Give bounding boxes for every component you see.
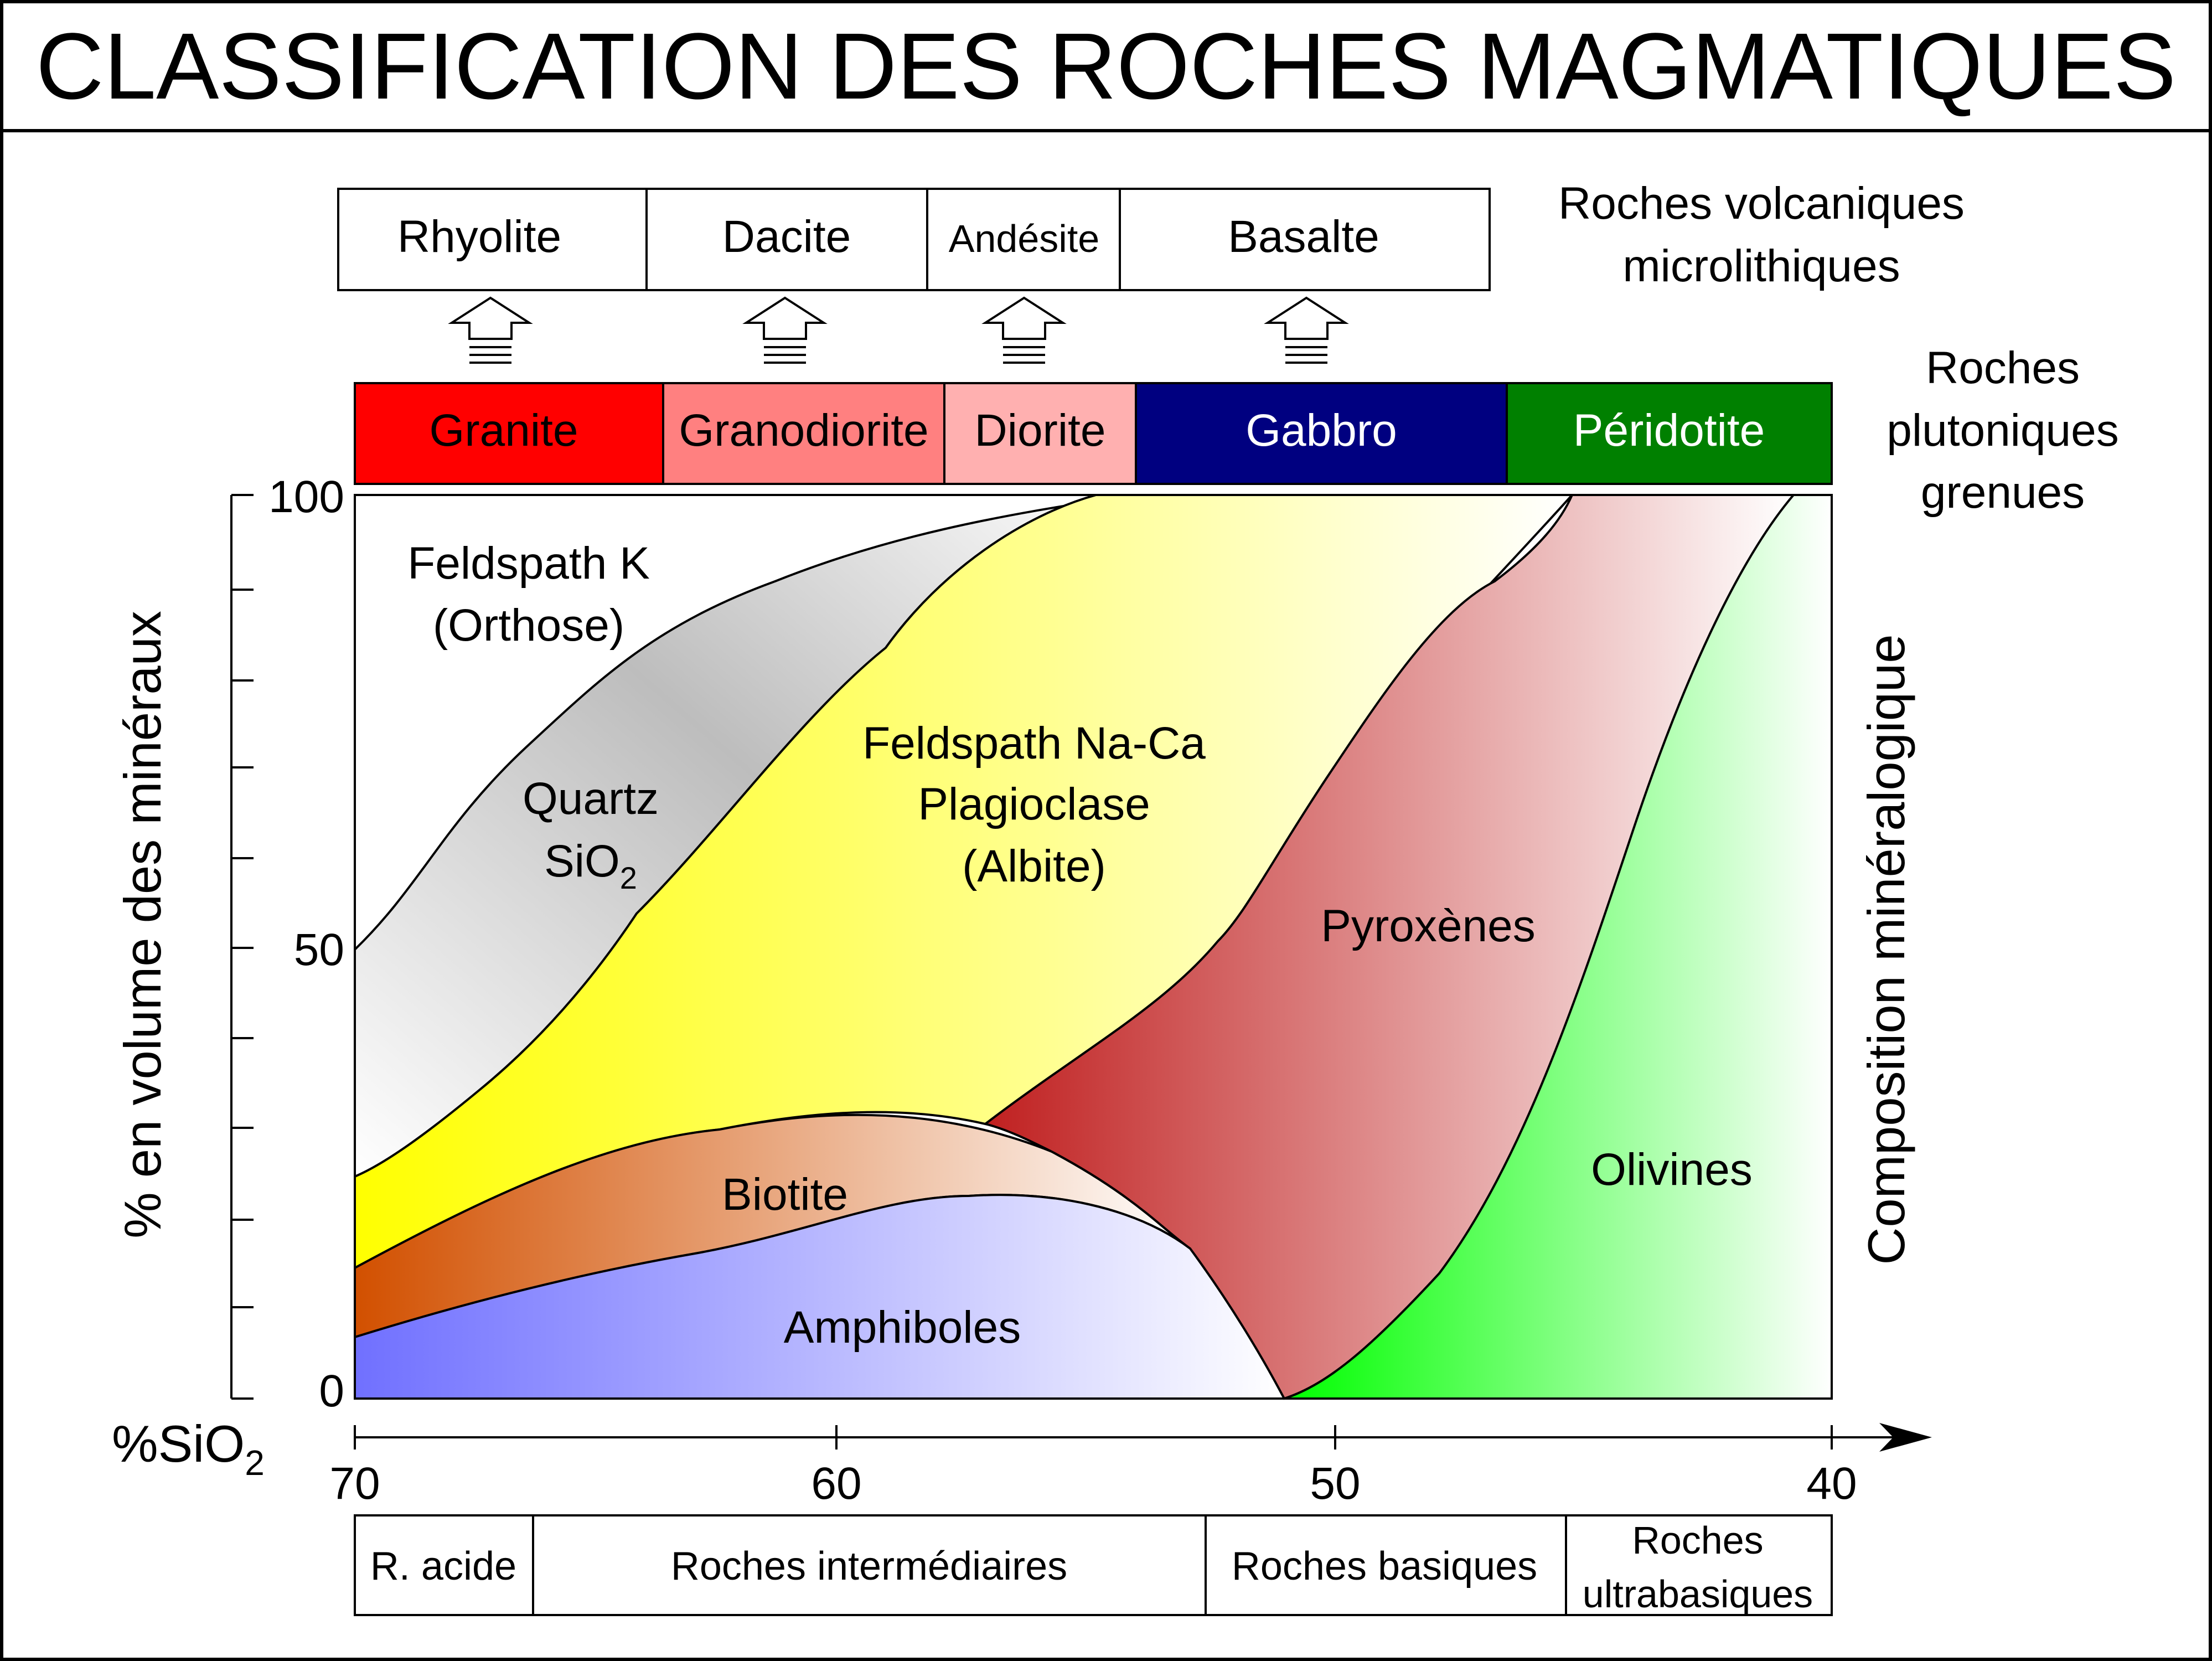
plutonic-heading-line2: plutoniques	[1887, 405, 2118, 456]
rock-diorite: Diorite	[975, 405, 1106, 456]
x-tick-label: 40	[1806, 1458, 1857, 1509]
volcanic-heading-line2: microlithiques	[1622, 241, 1900, 291]
y-tick-label: 100	[268, 472, 344, 522]
x-tick-label: 60	[811, 1458, 861, 1509]
volcanic-heading-line1: Roches volcaniques	[1558, 178, 1965, 229]
rock-category-row: R. acide Roches intermédiaires Roches ba…	[354, 1514, 1833, 1616]
plagioclase-label: Feldspath Na-Ca	[862, 718, 1206, 768]
plutonic-heading-line1: Roches	[1926, 343, 2080, 393]
rock-rhyolite: Rhyolite	[397, 212, 561, 262]
gabbro-band	[1135, 382, 1508, 485]
quartz-label: SiO2	[544, 836, 637, 895]
right-axis-label: Composition minéralogique	[1857, 634, 1915, 1265]
rock-basalte: Basalte	[1228, 212, 1379, 262]
olivine-area	[1284, 494, 1833, 1400]
category-acide: R. acide	[370, 1544, 516, 1588]
granite-band	[354, 382, 664, 485]
plutonic-rocks-row: Granite Granodiorite Diorite Gabbro Péri…	[354, 382, 1833, 485]
y-axis-label: % en volume des minéraux	[113, 611, 172, 1239]
amphibole-label: Amphiboles	[784, 1302, 1021, 1353]
rock-gabbro: Gabbro	[1245, 405, 1397, 456]
category-ultrabasiques: ultrabasiques	[1583, 1572, 1813, 1616]
category-basiques: Roches basiques	[1232, 1544, 1537, 1588]
x-tick-label: 70	[329, 1458, 380, 1509]
arrow-up-icon	[742, 296, 828, 364]
biotite-label: Biotite	[722, 1169, 848, 1220]
y-tick-label: 50	[294, 925, 344, 975]
rock-andesite: Andésite	[949, 217, 1099, 260]
feldspath-k-label: (Orthose)	[433, 600, 624, 651]
x-tick-label: 50	[1310, 1458, 1360, 1509]
diagram-title: CLASSIFICATION DES ROCHES MAGMATIQUES	[36, 14, 2176, 119]
x-axis-label: %SiO2	[112, 1415, 265, 1483]
y-tick-label: 0	[319, 1366, 344, 1416]
arrow-right-icon	[1879, 1423, 1932, 1452]
mineral-composition-plot: Feldspath K (Orthose) Quartz SiO2 Feldsp…	[354, 494, 1833, 1400]
arrow-up-icon	[1264, 296, 1349, 364]
quartz-label: Quartz	[523, 773, 659, 824]
rock-granite: Granite	[430, 405, 578, 456]
volcanic-rocks-row: Rhyolite Dacite Andésite Basalte	[337, 188, 1491, 291]
y-axis: 100 50 0 % en volume des minéraux	[113, 472, 344, 1416]
x-axis: 70 60 50 40 %SiO2	[112, 1415, 1932, 1509]
plagioclase-label: Plagioclase	[918, 779, 1150, 829]
olivine-label: Olivines	[1591, 1144, 1753, 1195]
arrow-up-icon	[981, 296, 1067, 364]
rock-granodiorite: Granodiorite	[679, 405, 928, 456]
category-ultrabasiques: Roches	[1632, 1519, 1763, 1562]
granodiorite-band	[662, 382, 945, 485]
plutonic-heading-line3: grenues	[1921, 467, 2085, 518]
arrow-up-icon	[448, 296, 533, 364]
rock-dacite: Dacite	[722, 212, 851, 262]
rock-peridotite: Péridotite	[1573, 405, 1765, 456]
feldspath-k-label: Feldspath K	[407, 538, 650, 589]
peridotite-band	[1506, 382, 1833, 485]
plagioclase-label: (Albite)	[962, 841, 1106, 891]
category-intermediaires: Roches intermédiaires	[671, 1544, 1067, 1588]
pyroxene-label: Pyroxènes	[1321, 901, 1535, 951]
